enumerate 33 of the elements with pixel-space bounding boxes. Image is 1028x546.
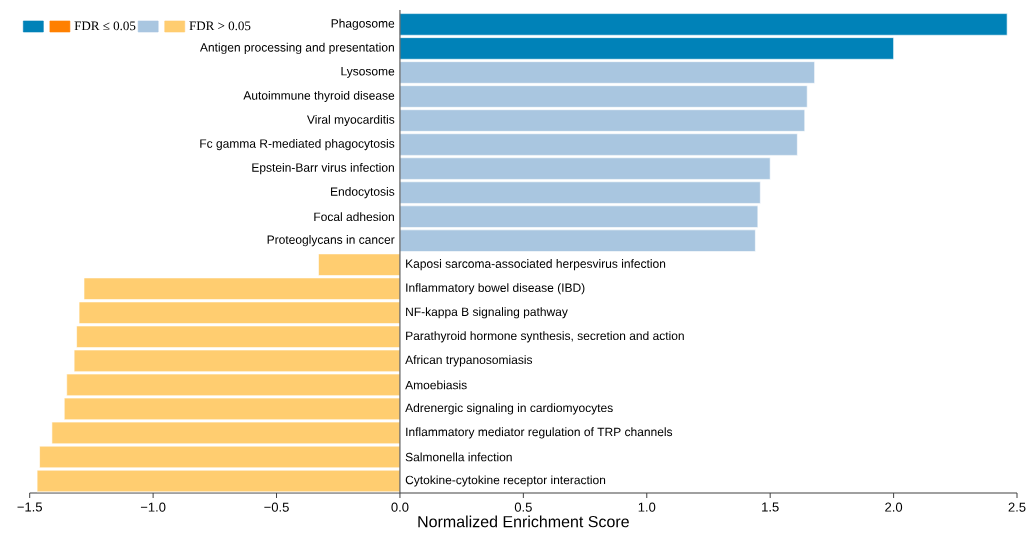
y-tick-label: NF-kappa B signaling pathway [406,307,568,319]
legend-label: FDR ≤ 0.05 [74,21,136,31]
y-tick-label: Salmonella infection [405,452,512,462]
y-tick-label: Inflammatory mediator regulation of TRP channels [406,427,673,439]
x-tick-label: 0.5 [514,502,532,512]
x-axis-title: Normalized Enrichment Score [418,515,629,528]
y-tick-label: African trypanosomiasis [405,355,533,367]
y-tick-label: Fc gamma R-mediated phagocytosis [200,138,395,151]
x-tick-label: 1.5 [762,502,779,512]
x-tick-label: −1.5 [17,502,42,512]
x-tick-label: 1.0 [638,502,656,512]
x-tick-label: −0.5 [264,502,289,512]
y-tick-label: Antigen processing and presentation [199,42,394,55]
y-tick-label: Adrenergic signaling in cardiomyocytes [405,403,613,415]
legend-label: FDR > 0.05 [189,21,251,31]
y-tick-label: Cytokine-cytokine receptor interaction [405,475,606,487]
y-tick-label: Amoebiasis [405,380,467,390]
y-tick-label: Phagosome [331,18,395,30]
y-tick-label: Endocytosis [331,187,395,199]
y-tick-label: Inflammatory bowel disease (IBD) [406,283,585,295]
x-tick-label: 0.0 [391,502,409,512]
y-tick-label: Viral myocarditis [306,114,395,127]
x-tick-label: 2.5 [1008,502,1026,512]
y-tick-label: Focal adhesion [314,212,394,222]
y-tick-label: Proteoglycans in cancer [267,235,395,247]
y-tick-label: Lysosome [341,67,395,78]
y-tick-label: Kaposi sarcoma-associated herpesvirus infection [406,259,666,271]
y-tick-label: Epstein-Barr virus infection [252,162,394,175]
y-tick-label: Parathyroid hormone synthesis, secretion and action [406,331,684,343]
y-tick-label: Autoimmune thyroid disease [243,90,395,103]
x-tick-label: −1.0 [140,502,166,512]
x-tick-label: 2.0 [885,502,903,512]
bar [36,469,401,493]
